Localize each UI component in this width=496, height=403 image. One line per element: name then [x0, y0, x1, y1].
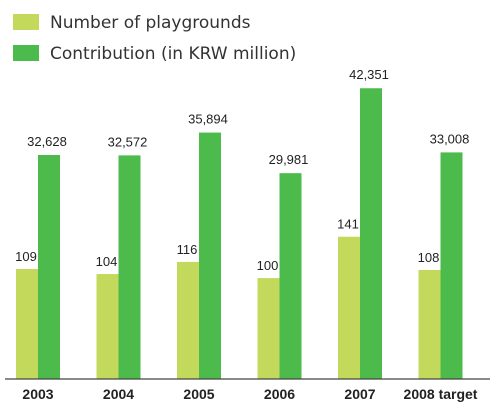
value-label-contribution-2008-target: 33,008 — [430, 131, 470, 146]
bar-contribution-2006 — [279, 173, 302, 379]
value-label-playgrounds-2006: 100 — [257, 258, 279, 273]
bar-playgrounds-2004 — [96, 274, 119, 379]
bar-contribution-2004 — [118, 155, 141, 379]
value-label-contribution-2004: 32,572 — [108, 134, 148, 149]
value-labels: 109 32,628 104 32,572 116 35,894 100 29,981 141 4… — [15, 67, 469, 273]
x-tick-label-2005: 2005 — [183, 386, 214, 402]
bar-playgrounds-2006 — [257, 278, 280, 379]
value-label-playgrounds-2007: 141 — [337, 217, 359, 232]
legend-label-contribution: Contribution (in KRW million) — [50, 44, 296, 64]
bar-playgrounds-2005 — [177, 261, 199, 379]
bar-playgrounds-2008-target — [418, 270, 441, 379]
x-tick-label-2007: 2007 — [344, 386, 375, 402]
value-label-playgrounds-2003: 109 — [15, 249, 37, 264]
legend-swatch-playgrounds — [13, 14, 39, 30]
x-tick-label-2006: 2006 — [264, 386, 295, 402]
x-tick-label-2003: 2003 — [22, 386, 53, 402]
value-label-contribution-2003: 32,628 — [27, 134, 67, 149]
x-axis-ticks: 2003 2004 2005 2006 2007 2008 target — [22, 386, 477, 402]
value-label-contribution-2007: 42,351 — [349, 67, 389, 82]
x-tick-label-2004: 2004 — [103, 386, 134, 402]
legend-label-playgrounds: Number of playgrounds — [50, 13, 251, 33]
legend: Number of playgrounds Contribution (in K… — [13, 13, 296, 64]
bar-contribution-2007 — [360, 88, 382, 379]
bar-playgrounds-2007 — [338, 236, 360, 379]
bar-playgrounds-2003 — [16, 269, 38, 379]
legend-swatch-contribution — [13, 45, 39, 61]
value-label-playgrounds-2005: 116 — [177, 242, 198, 257]
value-label-contribution-2006: 29,981 — [269, 152, 309, 167]
value-label-contribution-2005: 35,894 — [188, 112, 228, 127]
bars — [16, 88, 463, 379]
value-label-playgrounds-2008-target: 108 — [418, 250, 440, 265]
bar-contribution-2005 — [199, 132, 221, 379]
bar-contribution-2008-target — [440, 152, 463, 379]
x-tick-label-2008-target: 2008 target — [404, 386, 478, 402]
bar-contribution-2003 — [38, 155, 60, 379]
value-label-playgrounds-2004: 104 — [96, 254, 118, 269]
